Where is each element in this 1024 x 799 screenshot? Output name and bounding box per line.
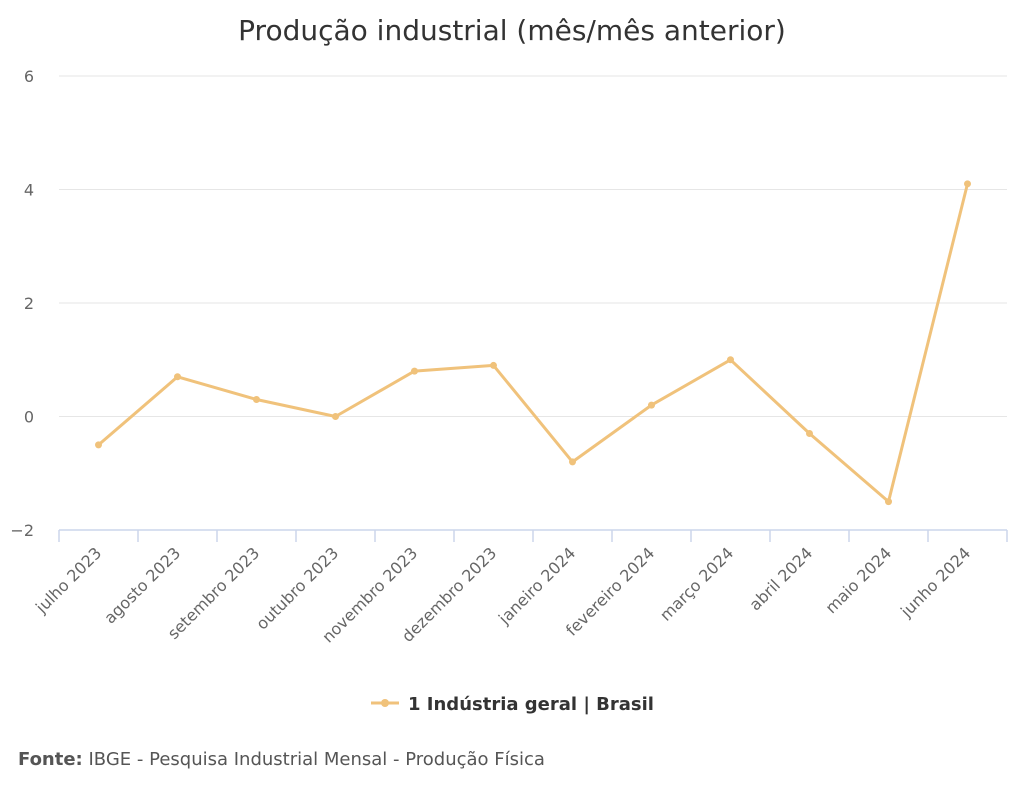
y-tick-label: 4 bbox=[24, 181, 34, 200]
data-point bbox=[95, 441, 102, 449]
data-point bbox=[648, 401, 655, 409]
legend-marker bbox=[381, 699, 389, 707]
series-line bbox=[97, 182, 969, 504]
y-tick-label: −2 bbox=[10, 521, 34, 540]
data-point bbox=[332, 413, 339, 420]
data-point bbox=[411, 367, 418, 375]
x-tick-label: junho 2024 bbox=[896, 543, 974, 621]
legend-label[interactable]: 1 Indústria geral | Brasil bbox=[408, 694, 654, 715]
x-tick-label: janeiro 2024 bbox=[494, 543, 579, 628]
y-tick-label: 0 bbox=[24, 408, 34, 427]
data-point bbox=[885, 498, 892, 506]
x-tick-label: abril 2024 bbox=[745, 543, 816, 614]
data-point bbox=[569, 458, 576, 466]
data-point bbox=[490, 361, 497, 369]
data-point bbox=[964, 180, 971, 188]
x-tick-label: maio 2024 bbox=[821, 543, 895, 617]
legend[interactable]: 1 Indústria geral | Brasil bbox=[371, 694, 654, 715]
source-note: Fonte: IBGE - Pesquisa Industrial Mensal… bbox=[18, 749, 545, 770]
y-tick-label: 6 bbox=[24, 67, 34, 86]
grid-lines bbox=[59, 75, 1007, 417]
x-tick-label: março 2024 bbox=[656, 543, 737, 624]
x-tick-label: julho 2023 bbox=[31, 543, 105, 617]
data-point bbox=[253, 395, 260, 403]
source-label: Fonte: bbox=[18, 749, 83, 770]
x-tick-label: outubro 2023 bbox=[252, 543, 342, 633]
x-tick-label: agosto 2023 bbox=[100, 543, 184, 627]
y-axis-ticks: −2 0 2 4 6 bbox=[10, 67, 34, 540]
data-point bbox=[806, 430, 813, 438]
series-group bbox=[95, 180, 971, 506]
data-point bbox=[174, 373, 181, 381]
y-tick-label: 2 bbox=[24, 294, 34, 313]
chart-title: Produção industrial (mês/mês anterior) bbox=[238, 14, 786, 47]
data-point bbox=[727, 356, 734, 364]
source-text: IBGE - Pesquisa Industrial Mensal - Prod… bbox=[88, 749, 545, 770]
